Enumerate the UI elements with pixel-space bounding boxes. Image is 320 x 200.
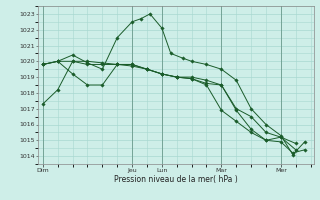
- X-axis label: Pression niveau de la mer( hPa ): Pression niveau de la mer( hPa ): [114, 175, 238, 184]
